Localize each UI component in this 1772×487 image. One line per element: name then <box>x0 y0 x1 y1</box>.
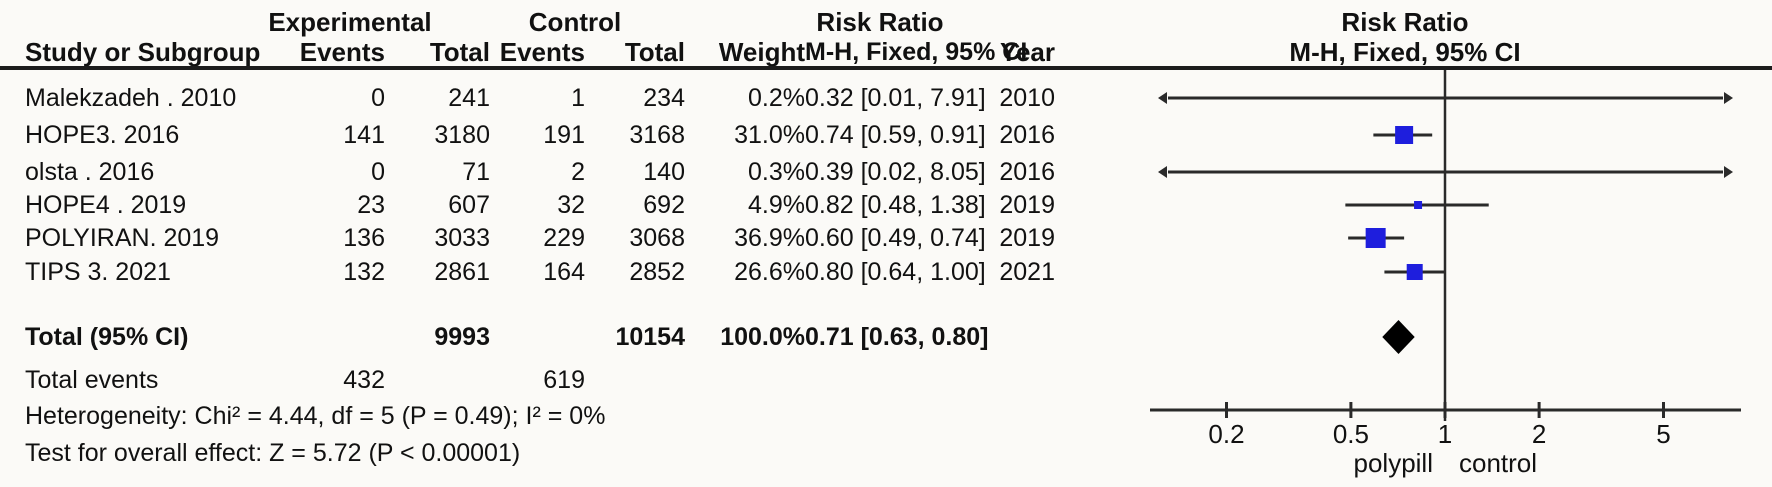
header-exp-total: Total <box>429 37 490 67</box>
weight: 0.2% <box>748 84 805 112</box>
total-row: Total (95% CI) 9993 10154 100.0% 0.71 [0… <box>0 320 1055 354</box>
study-row: Malekzadeh . 2010 0 241 1 234 0.2% 0.32 … <box>0 81 1055 115</box>
axis-tick-label: 1 <box>1438 419 1452 449</box>
effect-square <box>1414 201 1423 209</box>
study-row: POLYIRAN. 2019 136 3033 229 3068 36.9% 0… <box>0 221 1055 255</box>
ctl-total: 3168 <box>629 121 685 149</box>
total-events-row: Total events 432 619 <box>0 363 1055 397</box>
total-events-label: Total events <box>25 366 159 394</box>
column-group-control: Control <box>528 7 622 37</box>
axis-tick-label: 0.2 <box>1208 419 1244 449</box>
ci-arrowhead-right <box>1724 92 1733 104</box>
ctl-total: 692 <box>643 191 685 219</box>
exp-events: 0 <box>371 84 385 112</box>
exp-total: 241 <box>448 84 490 112</box>
favors-left-label: polypill <box>1354 448 1434 478</box>
exp-total: 3180 <box>434 121 490 149</box>
header-year: Year <box>1000 37 1055 67</box>
risk-ratio-ci: 0.74 [0.59, 0.91] <box>805 121 986 149</box>
plot-subtitle: M-H, Fixed, 95% CI <box>1289 37 1521 67</box>
study-name: HOPE4 . 2019 <box>25 191 187 219</box>
weight: 4.9% <box>748 191 805 219</box>
weight: 26.6% <box>734 258 805 286</box>
ctl-events: 164 <box>543 258 585 286</box>
exp-total: 71 <box>462 158 490 186</box>
study-name: TIPS 3. 2021 <box>25 258 171 286</box>
year: 2019 <box>999 224 1055 252</box>
favors-right-label: control <box>1459 448 1537 478</box>
total-risk-ratio-ci: 0.71 [0.63, 0.80] <box>805 323 989 351</box>
forest-plot-graph: 0.2 0.5 1 2 5 polypill control <box>1150 70 1741 478</box>
total-diamond <box>1382 320 1415 354</box>
year: 2010 <box>999 84 1055 112</box>
exp-events: 136 <box>343 224 385 252</box>
header-exp-events: Events <box>299 37 385 67</box>
ctl-events: 191 <box>543 121 585 149</box>
ctl-total: 234 <box>643 84 685 112</box>
total-events-exp: 432 <box>343 366 385 394</box>
weight: 0.3% <box>748 158 805 186</box>
total-ctl-total: 10154 <box>615 323 685 351</box>
ci-arrowhead-left <box>1158 92 1167 104</box>
ctl-total: 3068 <box>629 224 685 252</box>
ctl-total: 2852 <box>629 258 685 286</box>
risk-ratio-ci: 0.60 [0.49, 0.74] <box>805 224 986 252</box>
effect-square <box>1406 264 1423 280</box>
exp-total: 2861 <box>434 258 490 286</box>
axis-tick-label: 2 <box>1532 419 1546 449</box>
header-divider-line <box>0 66 1772 70</box>
ctl-events: 1 <box>571 84 585 112</box>
study-name: HOPE3. 2016 <box>25 121 180 149</box>
ctl-events: 2 <box>571 158 585 186</box>
plot-title: Risk Ratio <box>1341 7 1469 37</box>
total-exp-total: 9993 <box>434 323 490 351</box>
weight: 31.0% <box>734 121 805 149</box>
ctl-total: 140 <box>643 158 685 186</box>
column-group-experimental: Experimental <box>268 7 432 37</box>
axis-tick-label: 5 <box>1656 419 1670 449</box>
exp-total: 607 <box>448 191 490 219</box>
weight: 36.9% <box>734 224 805 252</box>
study-row: HOPE3. 2016 141 3180 191 3168 31.0% 0.74… <box>0 118 1055 152</box>
study-row: HOPE4 . 2019 23 607 32 692 4.9% 0.82 [0.… <box>0 188 1055 222</box>
risk-ratio-ci: 0.82 [0.48, 1.38] <box>805 191 986 219</box>
column-group-risk-ratio: Risk Ratio <box>816 7 944 37</box>
study-row: TIPS 3. 2021 132 2861 164 2852 26.6% 0.8… <box>0 255 1055 289</box>
study-row: olsta . 2016 0 71 2 140 0.3% 0.39 [0.02,… <box>0 155 1055 189</box>
exp-events: 23 <box>357 191 385 219</box>
exp-events: 132 <box>343 258 385 286</box>
effect-square <box>1365 228 1386 248</box>
risk-ratio-ci: 0.39 [0.02, 8.05] <box>805 158 986 186</box>
ctl-events: 32 <box>557 191 585 219</box>
exp-total: 3033 <box>434 224 490 252</box>
total-weight: 100.0% <box>720 323 805 351</box>
risk-ratio-ci: 0.32 [0.01, 7.91] <box>805 84 986 112</box>
exp-events: 141 <box>343 121 385 149</box>
ctl-events: 229 <box>543 224 585 252</box>
study-name: POLYIRAN. 2019 <box>25 224 220 252</box>
header-mh-ci: M-H, Fixed, 95% CI <box>805 38 1028 66</box>
study-name: olsta . 2016 <box>25 158 155 186</box>
header-weight: Weight <box>718 37 805 67</box>
year: 2016 <box>999 121 1055 149</box>
header-ctl-events: Events <box>499 37 585 67</box>
axis-tick-label: 0.5 <box>1333 419 1369 449</box>
effect-square <box>1395 126 1414 144</box>
heterogeneity-stats: Heterogeneity: Chi² = 4.44, df = 5 (P = … <box>25 402 606 430</box>
ci-arrowhead-left <box>1158 166 1167 178</box>
study-name: Malekzadeh . 2010 <box>25 84 237 112</box>
exp-events: 0 <box>371 158 385 186</box>
ci-arrowhead-right <box>1724 166 1733 178</box>
total-label: Total (95% CI) <box>25 323 189 351</box>
header-study: Study or Subgroup <box>25 37 261 67</box>
overall-effect-stats: Test for overall effect: Z = 5.72 (P < 0… <box>25 439 521 467</box>
year: 2021 <box>999 258 1055 286</box>
column-header-row: Study or Subgroup Events Total Events To… <box>0 35 1055 69</box>
header-ctl-total: Total <box>624 37 685 67</box>
year: 2019 <box>999 191 1055 219</box>
total-events-ctl: 619 <box>543 366 585 394</box>
year: 2016 <box>999 158 1055 186</box>
risk-ratio-ci: 0.80 [0.64, 1.00] <box>805 258 986 286</box>
